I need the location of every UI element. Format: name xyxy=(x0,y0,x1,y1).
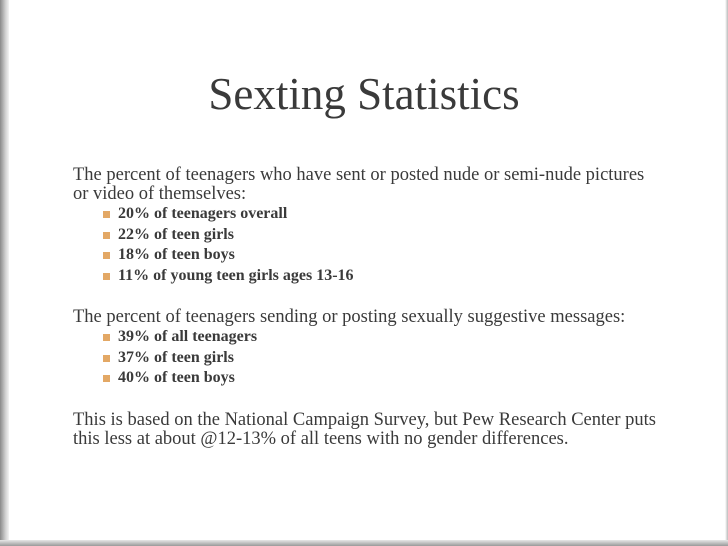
bullet-item: 20% of teenagers overall xyxy=(103,204,663,225)
section: The percent of teenagers who have sent o… xyxy=(73,166,663,286)
section: The percent of teenagers sending or post… xyxy=(73,308,663,389)
bullet-item: 37% of teen girls xyxy=(103,348,663,369)
right-border xyxy=(725,0,728,546)
bullet-item: 11% of young teen girls ages 13-16 xyxy=(103,266,663,287)
slide-title: Sexting Statistics xyxy=(208,69,520,119)
paragraph: This is based on the National Campaign S… xyxy=(73,409,656,449)
left-border xyxy=(0,0,9,546)
bullet-item: 22% of teen girls xyxy=(103,225,663,246)
section: This is based on the National Campaign S… xyxy=(73,409,663,449)
bullet-item: 40% of teen boys xyxy=(103,368,663,389)
paragraph: The percent of teenagers who have sent o… xyxy=(73,165,645,204)
slide-body: The percent of teenagers who have sent o… xyxy=(73,166,663,471)
bullet-list: 39% of all teenagers 37% of teen girls 40%… xyxy=(73,327,663,389)
paragraph: The percent of teenagers sending or post… xyxy=(73,307,626,327)
bottom-border xyxy=(0,540,728,546)
bullet-list: 20% of teenagers overall 22% of teen girl… xyxy=(73,204,663,286)
bullet-item: 39% of all teenagers xyxy=(103,327,663,348)
bullet-item: 18% of teen boys xyxy=(103,245,663,266)
